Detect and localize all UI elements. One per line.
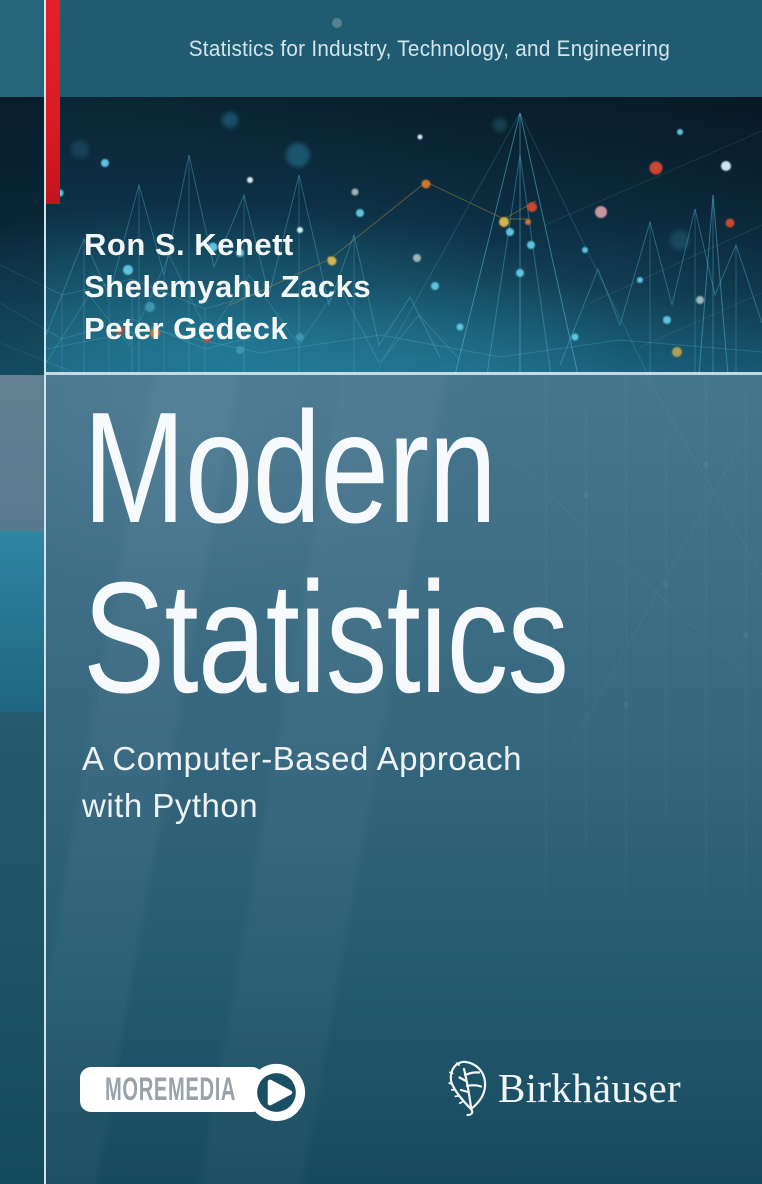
node-dots: [56, 129, 735, 357]
series-title: Statistics for Industry, Technology, and…: [188, 35, 670, 61]
title-line-1: Modern: [83, 380, 497, 556]
bokeh-dots: [71, 112, 690, 250]
divider-vertical: [44, 0, 46, 1184]
title-line-2: Statistics: [83, 550, 569, 726]
author-name: Ron S. Kenett: [84, 227, 294, 262]
moremedia-pill: MOREMEDIA: [80, 1067, 263, 1112]
faint-plexus-texture: [543, 462, 749, 708]
play-icon: [247, 1063, 306, 1122]
book-subtitle: A Computer-Based Approach with Python: [82, 735, 522, 829]
series-band: Statistics for Industry, Technology, and…: [0, 0, 762, 97]
red-accent-bar: [46, 0, 60, 204]
publisher-logo: Birkhäuser: [444, 1060, 681, 1117]
publisher-name: Birkhäuser: [498, 1065, 681, 1111]
moremedia-logo: MOREMEDIA: [80, 1060, 306, 1124]
decorative-dot: [332, 18, 342, 28]
author-name: Peter Gedeck: [84, 311, 289, 346]
subtitle-line-1: A Computer-Based Approach: [82, 740, 522, 777]
author-name: Shelemyahu Zacks: [84, 269, 372, 304]
left-column-teal-block: [0, 531, 44, 712]
title-band: [46, 375, 762, 1184]
left-column-dark-block: [0, 712, 44, 1184]
divider-horizontal: [46, 372, 762, 375]
subtitle-line-2: with Python: [82, 787, 259, 824]
authors-block: Ron S. Kenett Shelemyahu Zacks Peter Ged…: [84, 224, 371, 350]
birch-leaf-icon: [448, 1060, 487, 1117]
left-column-light-block: [0, 375, 44, 531]
book-title: Modern Statistics: [83, 383, 705, 723]
network-visualization: [0, 97, 762, 375]
network-lines: [0, 111, 762, 375]
moremedia-label: MOREMEDIA: [105, 1071, 237, 1107]
